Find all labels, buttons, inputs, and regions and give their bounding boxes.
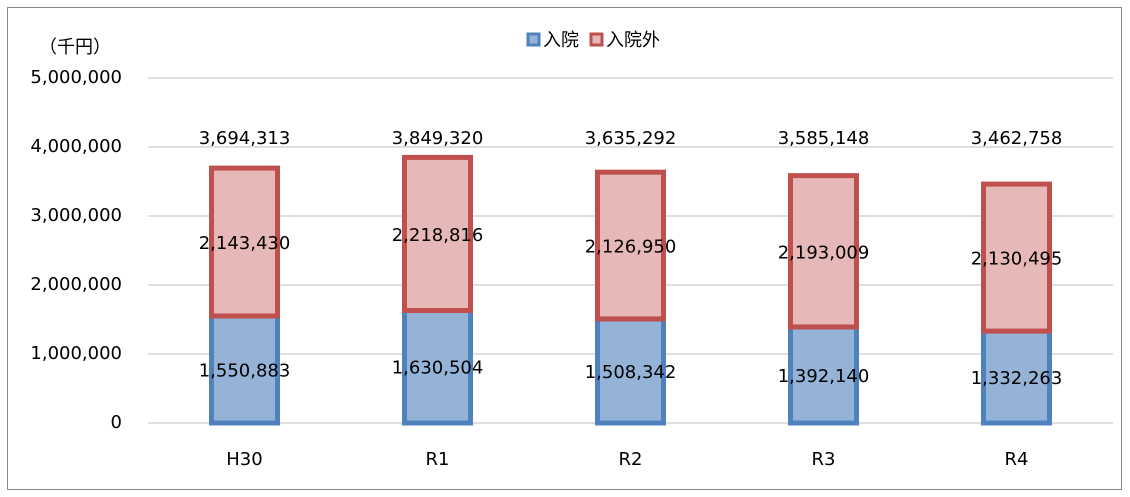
bar-segment	[788, 173, 859, 330]
y-tick-label: 5,000,000	[30, 67, 122, 88]
bar-segment	[402, 154, 473, 313]
data-label: 2,218,816	[392, 225, 484, 246]
y-tick-label: 0	[111, 412, 122, 433]
y-tick-label: 1,000,000	[30, 343, 122, 364]
legend-swatch	[589, 32, 604, 47]
x-tick-label: R3	[812, 449, 836, 470]
bar-segment	[209, 165, 280, 319]
data-label: 2,193,009	[778, 242, 870, 263]
total-label: 3,462,758	[971, 128, 1063, 149]
y-tick-label: 2,000,000	[30, 274, 122, 295]
data-label: 1,550,883	[199, 360, 291, 381]
x-tick-label: R4	[1005, 449, 1029, 470]
y-unit-label: （千円）	[39, 37, 111, 58]
legend-label: 入院	[543, 30, 579, 51]
legend-swatch	[526, 32, 541, 47]
legend-label: 入院外	[606, 30, 660, 51]
total-label: 3,585,148	[778, 128, 870, 149]
y-tick-label: 4,000,000	[30, 136, 122, 157]
data-label: 2,130,495	[971, 249, 1063, 270]
total-label: 3,849,320	[392, 128, 484, 149]
x-tick-label: H30	[226, 449, 262, 470]
data-label: 1,630,504	[392, 358, 484, 379]
data-label: 2,126,950	[585, 237, 677, 258]
data-label: 1,392,140	[778, 366, 870, 387]
bar-segment	[402, 307, 473, 426]
y-tick-label: 3,000,000	[30, 205, 122, 226]
data-label: 1,508,342	[585, 362, 677, 383]
bar-segment	[788, 324, 859, 426]
bar-segment	[981, 181, 1052, 334]
bar-segment	[981, 328, 1052, 426]
data-label: 2,143,430	[199, 233, 291, 254]
total-label: 3,635,292	[585, 128, 677, 149]
bar-segment	[595, 169, 666, 322]
data-label: 1,332,263	[971, 368, 1063, 389]
legend: 入院 入院外	[526, 30, 660, 51]
chart-frame	[7, 7, 1122, 490]
total-label: 3,694,313	[199, 128, 291, 149]
bar-segment	[595, 316, 666, 426]
x-tick-label: R2	[619, 449, 643, 470]
x-tick-label: R1	[426, 449, 450, 470]
